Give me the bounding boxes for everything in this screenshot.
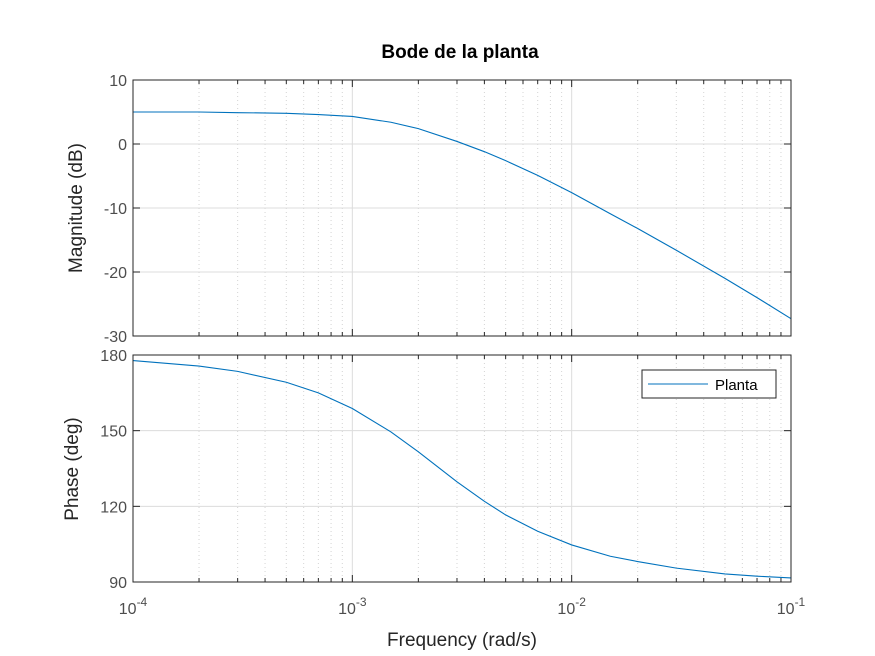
phase-y-tick-label: 180 — [100, 348, 127, 365]
magnitude-y-label: Magnitude (dB) — [66, 143, 87, 273]
phase-plot: 180 150 120 90 Phase (deg) Planta — [62, 348, 792, 592]
x-tick-label: 10-4 — [119, 595, 148, 618]
magnitude-y-tick-label: 0 — [118, 137, 127, 154]
x-tick-label: 10-1 — [777, 595, 806, 618]
x-tick-exponent: -4 — [137, 595, 148, 609]
x-tick-base: 10 — [557, 601, 575, 618]
phase-y-tick-label: 120 — [100, 499, 127, 516]
legend-label: Planta — [715, 377, 758, 394]
magnitude-y-tick-label: -20 — [104, 265, 127, 282]
x-axis-label: Frequency (rad/s) — [387, 630, 537, 651]
magnitude-series-line — [133, 111, 792, 320]
magnitude-plot: 10 0 -10 -20 -30 Magnitude (dB) — [66, 73, 792, 346]
magnitude-y-ticks: 10 0 -10 -20 -30 — [104, 73, 127, 346]
x-tick-base: 10 — [119, 601, 137, 618]
legend: Planta — [641, 369, 777, 399]
x-tick-exponent: -1 — [795, 595, 806, 609]
magnitude-axes-box — [132, 79, 792, 337]
x-tick-exponent: -3 — [356, 595, 367, 609]
phase-y-tick-label: 90 — [109, 575, 127, 592]
magnitude-grid — [132, 79, 792, 337]
magnitude-y-tick-label: 10 — [109, 73, 127, 90]
x-tick-base: 10 — [777, 601, 795, 618]
phase-series-line — [132, 360, 792, 579]
x-tick-exponent: -2 — [575, 595, 586, 609]
magnitude-y-tick-label: -30 — [104, 329, 127, 346]
x-tick-label: 10-2 — [557, 595, 586, 618]
phase-y-label: Phase (deg) — [62, 417, 83, 521]
chart-title: Bode de la planta — [381, 42, 539, 63]
phase-y-ticks: 180 150 120 90 — [100, 348, 127, 592]
x-tick-labels: 10-4 10-3 10-2 10-1 — [119, 595, 806, 618]
x-tick-base: 10 — [338, 601, 356, 618]
x-tick-label: 10-3 — [338, 595, 367, 618]
magnitude-y-tick-label: -10 — [104, 201, 127, 218]
phase-axes-box — [132, 354, 792, 583]
phase-y-tick-label: 150 — [100, 424, 127, 441]
